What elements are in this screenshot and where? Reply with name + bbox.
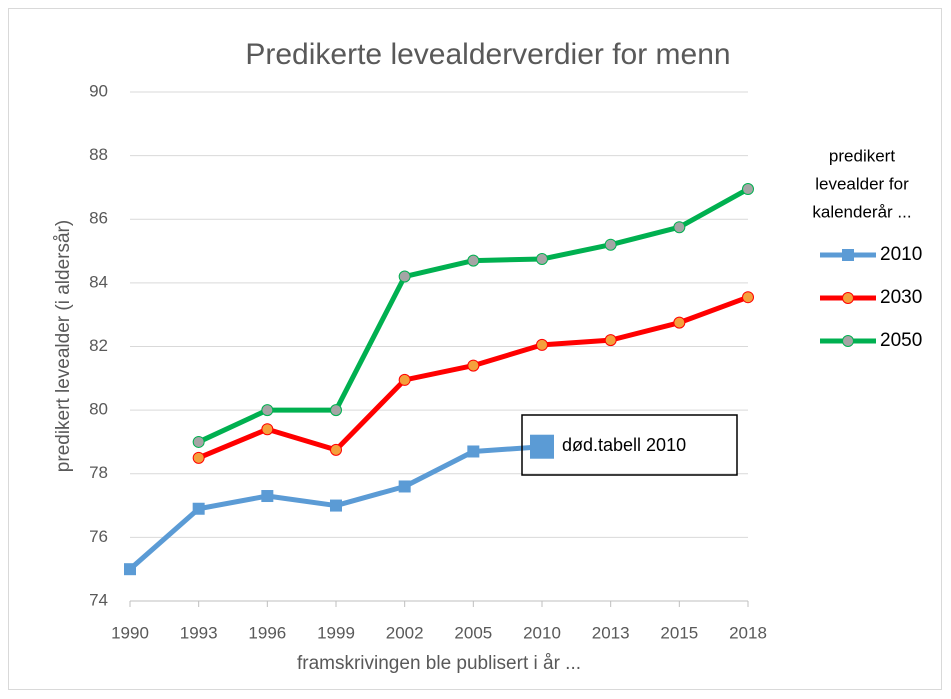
- marker: [742, 291, 754, 304]
- y-tick-label: 78: [89, 463, 108, 482]
- marker: [261, 490, 274, 503]
- marker: [398, 270, 411, 283]
- legend-title: kalenderår ...: [812, 202, 911, 221]
- marker: [604, 334, 617, 347]
- legend-title: levealder for: [815, 174, 909, 193]
- marker: [530, 434, 554, 459]
- x-tick-label: 2010: [523, 623, 561, 642]
- y-tick-label: 74: [89, 590, 108, 609]
- legend-marker: [842, 249, 854, 261]
- x-tick-label: 1993: [180, 623, 218, 642]
- y-tick-label: 86: [89, 209, 108, 228]
- x-tick-label: 2013: [592, 623, 630, 642]
- x-tick-label: 1999: [317, 623, 355, 642]
- x-tick-label: 2018: [729, 623, 767, 642]
- x-tick-label: 2005: [454, 623, 492, 642]
- marker: [261, 404, 274, 417]
- marker: [398, 480, 411, 493]
- y-tick-label: 80: [89, 400, 108, 419]
- marker: [330, 499, 342, 512]
- chart-title: Predikerte levealderverdier for menn: [245, 38, 730, 71]
- legend-title: predikert: [829, 146, 895, 165]
- legend-marker: [842, 292, 854, 304]
- y-tick-label: 84: [89, 272, 108, 291]
- marker: [261, 423, 274, 436]
- annotation: død.tabell 2010: [562, 435, 686, 455]
- legend-label: 2050: [880, 330, 922, 351]
- y-tick-label: 88: [89, 145, 108, 164]
- y-tick-label: 90: [89, 81, 108, 100]
- x-tick-label: 1996: [248, 623, 286, 642]
- legend-label: 2030: [880, 287, 922, 308]
- marker: [398, 373, 411, 386]
- marker: [124, 563, 136, 576]
- marker: [604, 238, 617, 251]
- marker: [673, 316, 686, 329]
- legend-marker: [842, 335, 854, 347]
- marker: [192, 435, 205, 448]
- marker: [467, 359, 480, 372]
- x-tick-label: 2002: [386, 623, 424, 642]
- x-tick-label: 2015: [660, 623, 698, 642]
- x-tick-label: 1990: [111, 623, 149, 642]
- chart-border: [8, 8, 942, 690]
- marker: [330, 404, 342, 417]
- marker: [467, 445, 480, 458]
- marker: [467, 254, 480, 267]
- annotation-box: [521, 414, 738, 476]
- y-tick-label: 82: [89, 336, 108, 355]
- marker: [330, 443, 342, 456]
- y-axis-label: predikert levealder (i aldersår): [53, 220, 74, 472]
- legend-label: 2010: [880, 244, 922, 265]
- y-tick-label: 76: [89, 527, 108, 546]
- marker: [536, 253, 548, 266]
- marker: [192, 502, 205, 515]
- marker: [673, 221, 686, 234]
- marker: [192, 451, 205, 464]
- marker: [536, 338, 548, 351]
- marker: [742, 183, 754, 196]
- x-axis-label: framskrivingen ble publisert i år ...: [297, 653, 581, 674]
